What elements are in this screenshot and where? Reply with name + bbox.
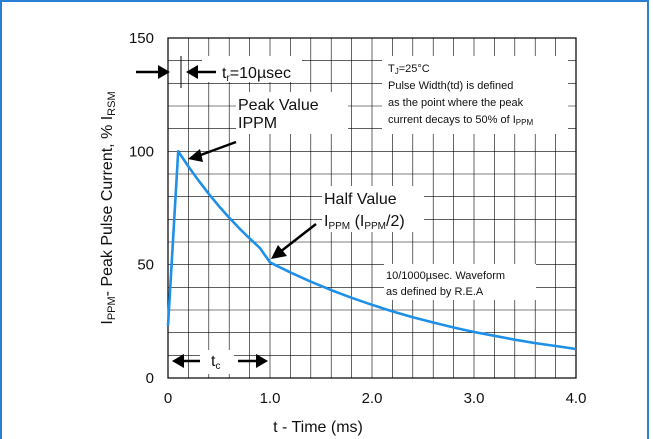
y-tick-label: 0: [146, 370, 154, 387]
x-tick-label: 4.0: [566, 390, 587, 407]
y-tick-label: 100: [129, 143, 154, 160]
tc-label: tc: [211, 353, 220, 372]
tr-label-box: [202, 56, 302, 82]
y-tick-label: 50: [137, 257, 154, 274]
peak-label-box: [236, 92, 348, 134]
tr-right-arrow: [186, 65, 216, 79]
conditions-line2: Pulse Width(td) is defined: [388, 80, 513, 92]
y-axis-label: IPPM- Peak Pulse Current, % IRSM: [99, 91, 118, 324]
half-label-line2: IPPM (IPPM/2): [324, 213, 405, 232]
x-tick-label: 1.0: [260, 390, 281, 407]
waveform-line1: 10/1000µsec. Waveform: [386, 270, 505, 282]
tc-right-arrow: [238, 354, 268, 368]
series-line-pulse-waveform: [166, 150, 577, 351]
x-tick-label: 0: [164, 390, 172, 407]
waveform-box: [384, 264, 536, 300]
conditions-line4: current decays to 50% of IPPM: [388, 114, 533, 127]
waveform-line2: as defined by R.E.A: [386, 286, 484, 298]
half-label-box: [322, 186, 424, 232]
tr-label: tr=10µsec: [222, 65, 291, 84]
tr-left-arrow: [136, 65, 170, 79]
x-tick-label: 2.0: [362, 390, 383, 407]
tick-labels: 0 1.0 2.0 3.0 4.0 0 50 100 150: [129, 30, 586, 407]
conditions-line3: as the point where the peak: [388, 97, 524, 109]
x-axis-label: t - Time (ms): [273, 419, 363, 436]
half-label-line1: Half Value: [324, 191, 397, 208]
conditions-box: [382, 56, 568, 134]
peak-arrow: [188, 140, 237, 162]
half-arrow: [271, 223, 317, 259]
y-tick-label: 150: [129, 30, 154, 47]
tc-label-box: [200, 350, 234, 374]
x-tick-label: 3.0: [464, 390, 485, 407]
peak-label-line2: IPPM: [238, 115, 277, 132]
conditions-line1: TJ=25°C: [388, 63, 430, 76]
tc-left-arrow: [172, 354, 200, 368]
peak-label-line1: Peak Value: [238, 97, 319, 114]
